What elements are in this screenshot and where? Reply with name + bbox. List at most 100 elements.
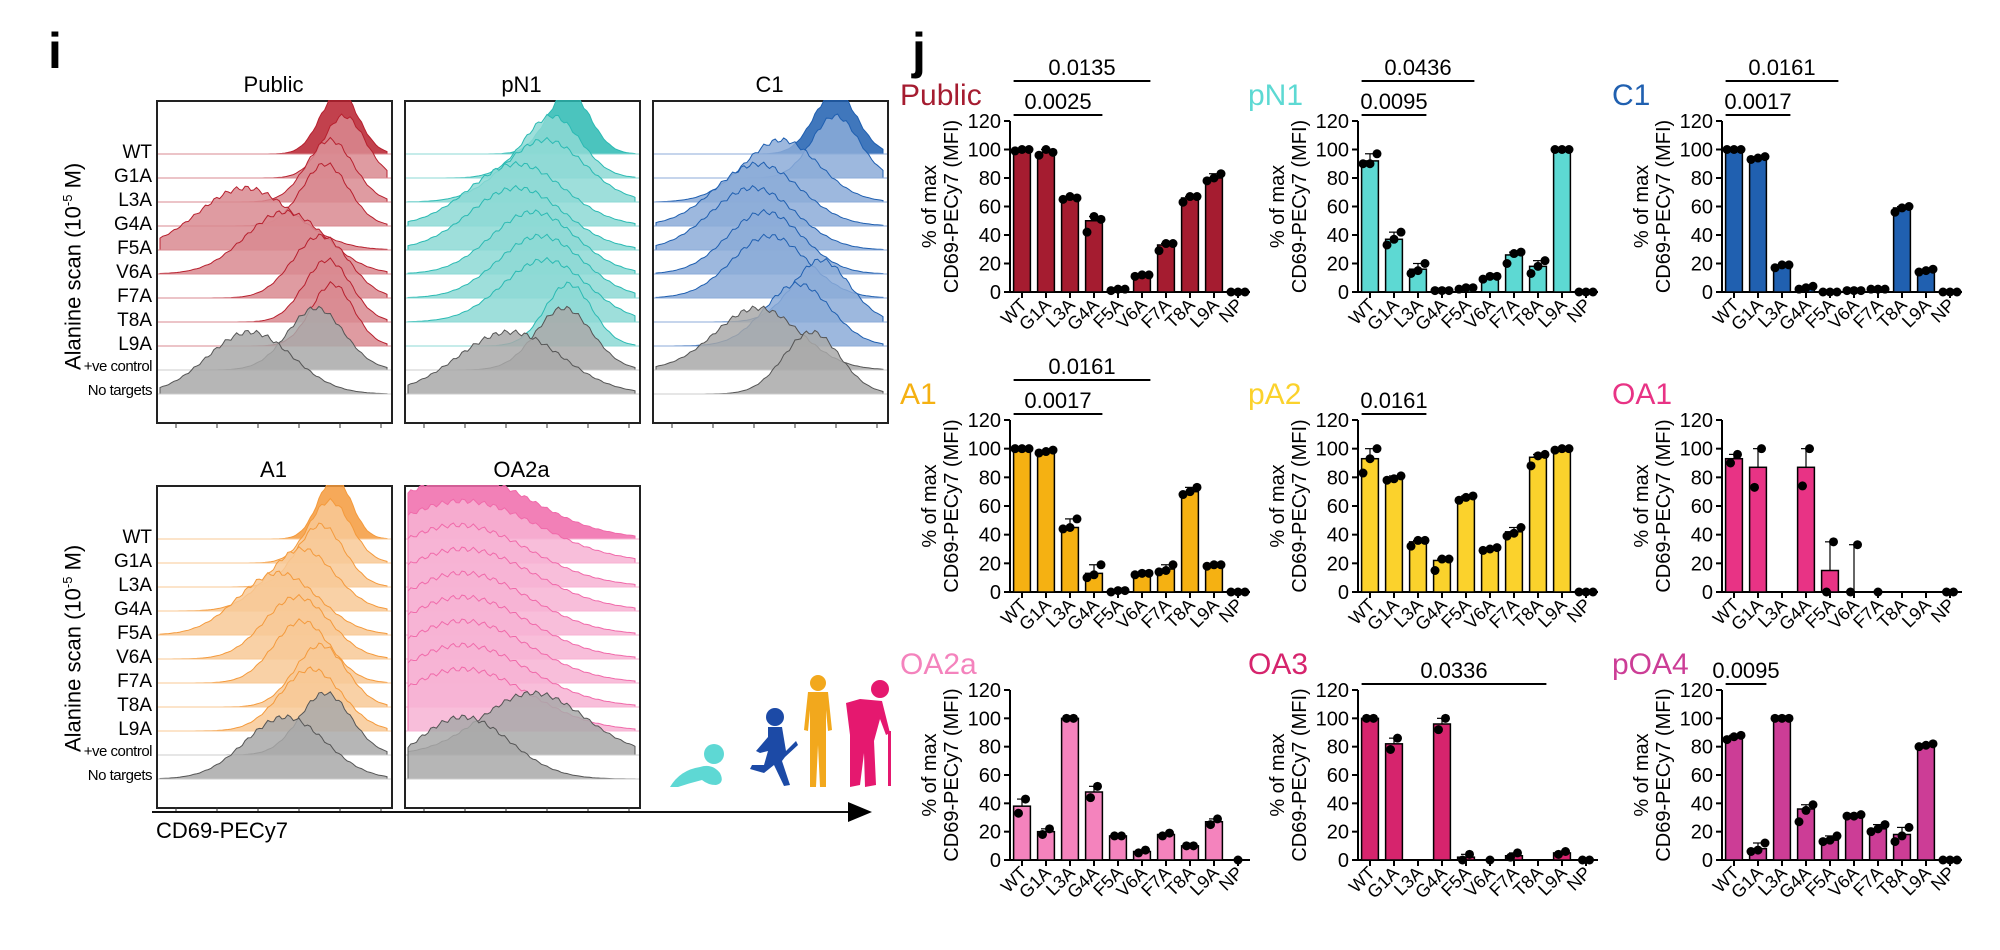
y-axis-label: % of max — [1631, 165, 1653, 248]
data-point — [1454, 495, 1464, 505]
y-tick-label: 0 — [1702, 282, 1713, 304]
data-point — [1202, 176, 1212, 186]
y-axis-label: % of max — [919, 464, 941, 547]
data-point — [1058, 524, 1068, 534]
hist-row-label: F5A — [117, 623, 152, 644]
y-tick-label: 40 — [979, 225, 1001, 247]
y-tick-label: 40 — [1327, 793, 1349, 815]
data-point — [1468, 283, 1478, 293]
hist-row-label: L9A — [118, 719, 152, 740]
bar-l3a — [1060, 717, 1080, 861]
data-point — [1216, 560, 1226, 570]
data-point — [1952, 287, 1962, 297]
x-tick-label: NP — [1563, 295, 1595, 327]
panel-letter-i: i — [48, 23, 62, 79]
data-point — [1722, 145, 1732, 154]
histogram-trace-notargets — [159, 329, 388, 395]
significance-label: 0.0161 — [1360, 388, 1427, 413]
data-point — [1465, 849, 1474, 859]
y-tick-label: 20 — [1691, 822, 1713, 844]
hist-row-label: G4A — [113, 214, 152, 235]
y-tick-label: 120 — [1316, 111, 1349, 133]
data-point — [1952, 855, 1962, 865]
data-point — [1065, 192, 1075, 202]
data-point — [1516, 523, 1526, 532]
data-point — [1382, 475, 1392, 485]
age-graphic — [670, 675, 891, 787]
data-point — [1564, 444, 1574, 454]
bar-v6a — [1844, 815, 1864, 861]
data-point — [1557, 444, 1567, 454]
y-tick-label: 80 — [979, 467, 1001, 489]
data-point — [1461, 492, 1471, 502]
y-tick-label: 100 — [1680, 140, 1713, 162]
significance-label: 0.0017 — [1024, 388, 1091, 413]
y-tick-label: 0 — [1338, 282, 1349, 304]
y-tick-label: 80 — [1327, 467, 1349, 489]
data-point — [1113, 284, 1123, 294]
histogram-trace-notargets — [407, 714, 636, 780]
y-tick-label: 40 — [1691, 793, 1713, 815]
hist-ylabel-bottom: Alanine scan (10-5 M) — [60, 544, 86, 752]
data-point — [1117, 831, 1126, 841]
y-tick-label: 120 — [968, 680, 1001, 702]
data-point — [1209, 173, 1219, 183]
data-point — [1760, 152, 1770, 162]
bar-l9a — [1552, 148, 1572, 293]
hist-row-label: +ve control — [83, 358, 153, 375]
data-point — [1206, 820, 1215, 830]
data-point — [1825, 287, 1835, 297]
chart-title: OA3 — [1248, 648, 1308, 681]
x-tick-label: NP — [1563, 863, 1595, 895]
data-point — [1161, 239, 1171, 249]
data-point — [1240, 587, 1250, 597]
data-point — [1846, 587, 1855, 597]
data-point — [1430, 286, 1440, 296]
data-point — [1468, 491, 1478, 501]
data-point — [1478, 274, 1488, 284]
histogram-oa2a — [404, 485, 641, 813]
data-point — [1192, 192, 1202, 202]
data-point — [1897, 831, 1907, 841]
data-point — [1021, 794, 1030, 804]
data-point — [1406, 268, 1416, 278]
data-point — [1178, 197, 1188, 207]
data-point — [1168, 239, 1178, 249]
y-axis-label: % of max — [1267, 165, 1289, 248]
child-icon — [750, 708, 798, 786]
data-point — [1736, 730, 1746, 740]
data-point — [1120, 284, 1130, 294]
bar-g1a — [1384, 478, 1404, 593]
data-point — [1420, 259, 1430, 268]
chart-title: pN1 — [1248, 79, 1303, 112]
bar-t8a — [1528, 456, 1548, 593]
hist-row-label: L3A — [118, 190, 152, 211]
bar-f7a — [1504, 531, 1524, 593]
data-point — [1089, 570, 1099, 580]
bar-wt — [1012, 148, 1032, 293]
y-tick-label: 60 — [979, 496, 1001, 518]
bar-wt — [1360, 717, 1380, 861]
data-point — [1949, 587, 1958, 597]
data-point — [1777, 260, 1787, 270]
data-point — [1753, 153, 1763, 163]
data-point — [1540, 449, 1550, 459]
data-point — [1386, 745, 1395, 754]
chart-title: C1 — [1612, 79, 1650, 112]
y-tick-label: 0 — [990, 282, 1001, 304]
y-tick-label: 80 — [979, 168, 1001, 190]
bar-chart-oa3: OA3 % of max CD69-PECy7 (MFI) 0 20 40 60 80 100 1… — [1248, 648, 1598, 902]
data-point — [1818, 837, 1828, 847]
significance-label: 0.0017 — [1724, 89, 1791, 114]
data-point — [1485, 271, 1495, 281]
data-point — [1024, 444, 1034, 454]
chart-title: OA2a — [900, 648, 977, 681]
y-axis-label: CD69-PECy7 (MFI) — [941, 120, 963, 293]
bar-wt — [1012, 447, 1032, 593]
data-point — [1106, 587, 1116, 597]
data-point — [1041, 145, 1051, 154]
data-point — [1722, 735, 1732, 745]
data-point — [1168, 560, 1178, 570]
data-point — [1794, 817, 1804, 827]
data-point — [1880, 820, 1890, 830]
